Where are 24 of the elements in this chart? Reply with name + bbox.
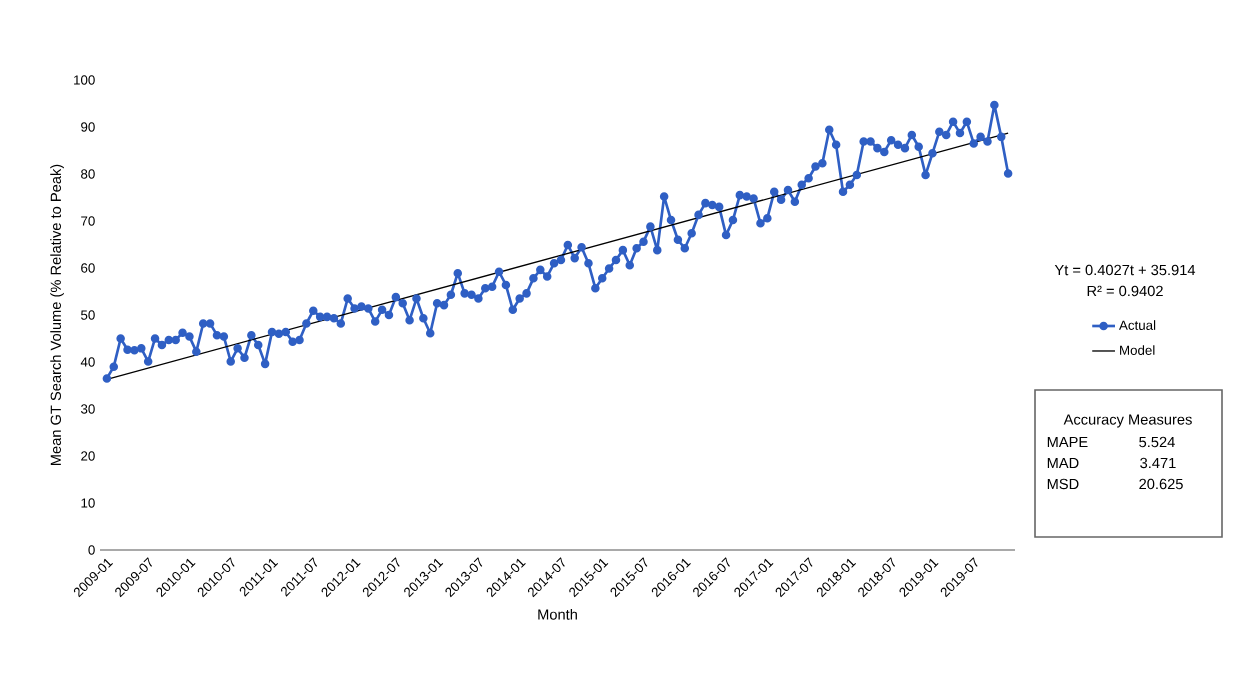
y-tick-label: 0 [88,545,95,555]
y-tick-label: 90 [81,122,95,132]
y-tick-label: 10 [81,498,95,508]
text: R² = 0.9402 [1087,285,1163,297]
x-axis-title: Month [538,608,577,620]
y-tick-label: 30 [80,404,95,414]
y-tick-label: 40 [80,357,95,367]
y-tick-label: 50 [81,310,95,320]
legend-label: Model [1120,345,1155,355]
text: Accuracy Measures [1063,414,1192,428]
text: 20.625 [1139,478,1183,490]
legend-label: Actual [1119,320,1156,330]
text: MSD [1047,478,1079,490]
y-tick-label: 70 [81,216,95,226]
text: MAD [1047,457,1079,469]
text: 3.471 [1140,457,1176,469]
y-tick-label: 80 [81,169,95,179]
text: 5.524 [1139,436,1175,448]
text: MAPE [1047,436,1088,448]
y-tick-label: 20 [81,451,95,461]
y-tick-label: 100 [74,75,95,85]
text: Yt = 0.4027t + 35.914 [1054,264,1196,276]
y-tick-label: 60 [81,263,95,273]
y-axis-title: Mean GT Search Volume (% Relative to Peak) [50,164,64,465]
